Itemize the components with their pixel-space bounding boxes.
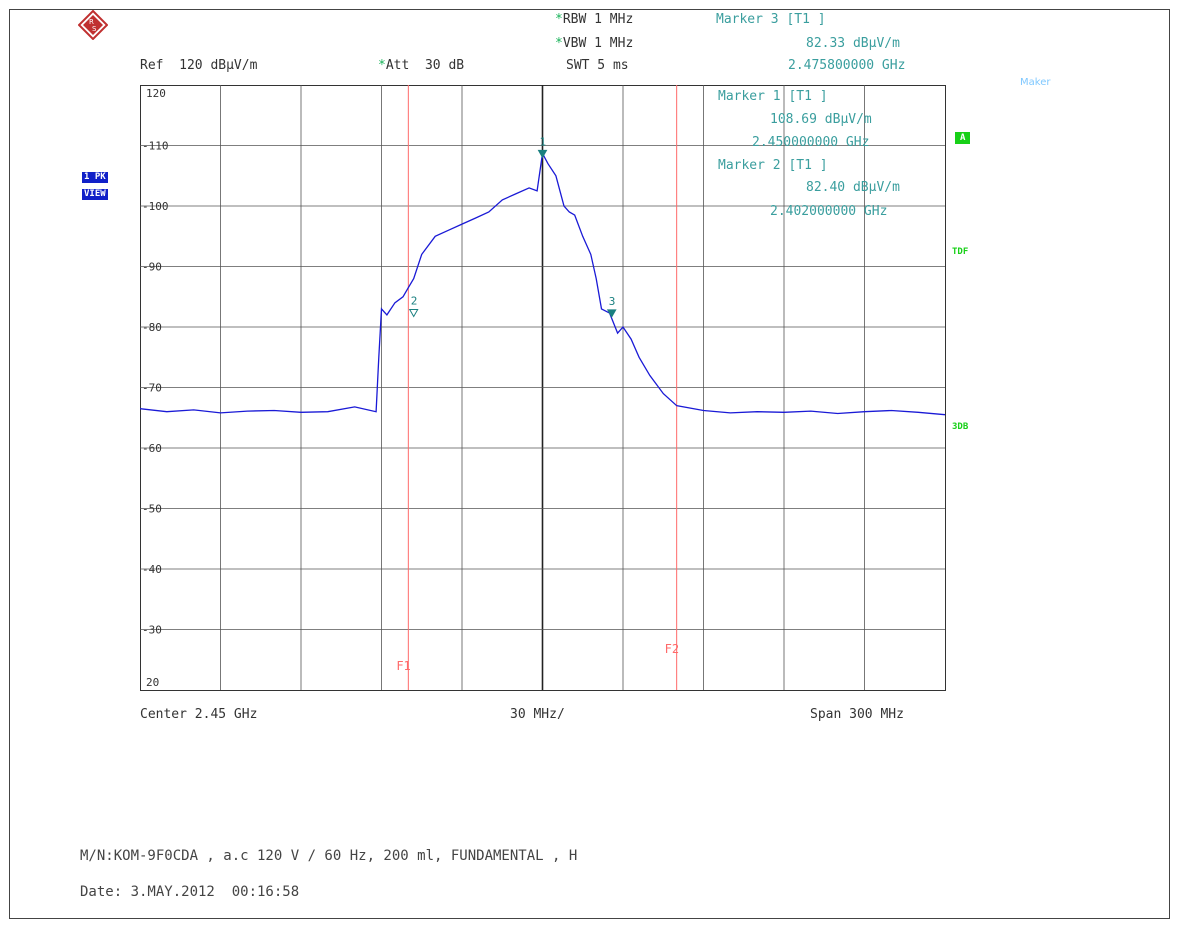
marker3-frequency: 2.475800000 GHz (788, 58, 905, 73)
marker-readout-text: 2.450000000 GHz (752, 135, 869, 150)
marker-1-symbol (539, 150, 547, 157)
y-tick-label: -80 (142, 321, 162, 334)
limit-line-label: F1 (396, 659, 410, 673)
sweep-time: SWT 5 ms (566, 58, 629, 73)
trace-view-badge: VIEW (82, 189, 108, 200)
marker-readout-text: Marker 1 [T1 ] (718, 89, 828, 104)
attenuation-setting: *Att 30 dB (378, 58, 464, 73)
marker3-title: Marker 3 [T1 ] (716, 12, 826, 27)
test-note: M/N:KOM-9F0CDA , a.c 120 V / 60 Hz, 200 … (80, 848, 577, 864)
center-frequency: Center 2.45 GHz (140, 707, 257, 722)
marker-3-number: 3 (609, 295, 616, 308)
marker-2-number: 2 (411, 294, 418, 307)
trace-a-badge: A (955, 132, 970, 144)
svg-text:S: S (92, 25, 97, 33)
marker-readouts: Marker 1 [T1 ] 108.69 dBµV/m 2.450000000 G… (718, 89, 900, 219)
y-tick-label: -90 (142, 261, 162, 274)
side-note: Maker (1020, 75, 1050, 90)
span-value: Span 300 MHz (810, 707, 904, 722)
marker-readout-text: 108.69 dBµV/m (770, 112, 872, 127)
tdf-label: TDF (952, 247, 968, 257)
marker-1-number: 1 (540, 135, 547, 148)
y-tick-label: -60 (142, 442, 162, 455)
3db-label: 3DB (952, 422, 968, 432)
y-tick-label: 120 (146, 87, 166, 100)
reference-level: Ref 120 dBµV/m (140, 58, 257, 73)
rbw-setting: *RBW 1 MHz (555, 12, 633, 27)
test-date: Date: 3.MAY.2012 00:16:58 (80, 884, 299, 900)
marker-readout-text: 2.402000000 GHz (770, 204, 887, 219)
limit-line-label: F2 (665, 642, 679, 656)
marker3-level: 82.33 dBµV/m (806, 36, 900, 51)
y-tick-label: -100 (142, 200, 169, 213)
brand-logo-icon: R S (78, 10, 108, 40)
y-tick-labels: 120 -110 -100 -90 -80 -70 -60 -50 -40 -30 20 (142, 87, 169, 689)
y-tick-label: -110 (142, 140, 169, 153)
frequency-per-division: 30 MHz/ (510, 707, 565, 722)
y-tick-label: -70 (142, 382, 162, 395)
vbw-setting: *VBW 1 MHz (555, 36, 633, 51)
marker-2-symbol (410, 309, 418, 316)
marker-readout-text: 82.40 dBµV/m (806, 180, 900, 195)
marker-symbols: 1 2 3 (410, 135, 616, 316)
y-tick-label: -30 (142, 624, 162, 637)
chart-grid (140, 85, 946, 691)
y-tick-label: -50 (142, 503, 162, 516)
y-tick-label: -40 (142, 563, 162, 576)
marker-readout-text: Marker 2 [T1 ] (718, 158, 828, 173)
trace-mode-badge: 1 PK (82, 172, 108, 183)
y-tick-label: 20 (146, 676, 159, 689)
